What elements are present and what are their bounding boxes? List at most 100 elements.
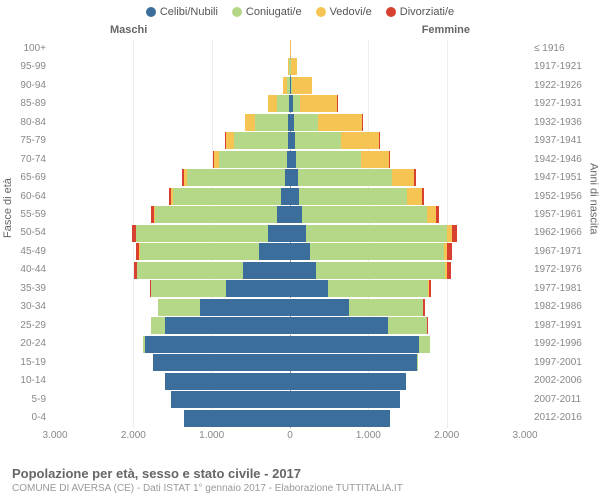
male-half [55, 373, 290, 390]
segment [452, 225, 457, 242]
male-half [55, 77, 290, 94]
segment [379, 132, 380, 149]
female-half [290, 317, 525, 334]
y-tick-birth: 1917-1921 [530, 62, 600, 72]
segment [268, 225, 290, 242]
y-axis-right: ≤ 19161917-19211922-19261927-19311932-19… [530, 40, 600, 428]
y-tick-age: 50-54 [0, 228, 50, 238]
x-tick: 1.000 [356, 430, 381, 441]
pyramid-row [55, 151, 525, 168]
male-half [55, 354, 290, 371]
male-half [55, 95, 290, 112]
segment [165, 317, 290, 334]
male-half [55, 243, 290, 260]
segment [316, 262, 445, 279]
y-tick-age: 65-69 [0, 173, 50, 183]
segment [291, 58, 297, 75]
segment [427, 317, 428, 334]
header-female: Femmine [422, 24, 470, 36]
male-half [55, 225, 290, 242]
pyramid-row [55, 225, 525, 242]
segment [281, 188, 290, 205]
footer-subtitle: COMUNE DI AVERSA (CE) - Dati ISTAT 1° ge… [12, 483, 588, 494]
pyramid-row [55, 280, 525, 297]
legend-label: Coniugati/e [246, 6, 302, 18]
segment [140, 243, 259, 260]
female-half [290, 373, 525, 390]
y-tick-age: 0-4 [0, 413, 50, 423]
segment [290, 410, 390, 427]
legend-item: Celibi/Nubili [146, 6, 218, 18]
female-half [290, 391, 525, 408]
legend-swatch [316, 7, 326, 17]
segment [245, 114, 254, 131]
pyramid-row [55, 206, 525, 223]
y-tick-age: 5-9 [0, 395, 50, 405]
segment [306, 225, 447, 242]
segment [145, 336, 290, 353]
footer: Popolazione per età, sesso e stato civil… [12, 466, 588, 494]
segment [318, 114, 362, 131]
y-tick-age: 25-29 [0, 321, 50, 331]
y-tick-birth: ≤ 1916 [530, 44, 600, 54]
female-half [290, 77, 525, 94]
y-tick-age: 15-19 [0, 358, 50, 368]
legend-item: Divorziati/e [386, 6, 454, 18]
y-tick-age: 45-49 [0, 247, 50, 257]
y-tick-birth: 1922-1926 [530, 81, 600, 91]
female-half [290, 114, 525, 131]
segment [158, 299, 200, 316]
female-half [290, 95, 525, 112]
y-tick-birth: 2002-2006 [530, 376, 600, 386]
pyramid-row [55, 354, 525, 371]
y-tick-age: 10-14 [0, 376, 50, 386]
segment [151, 317, 164, 334]
x-tick: 3.000 [512, 430, 537, 441]
male-half [55, 188, 290, 205]
segment [151, 280, 225, 297]
female-half [290, 40, 525, 57]
male-half [55, 169, 290, 186]
male-half [55, 114, 290, 131]
segment [299, 188, 407, 205]
pyramid-row [55, 243, 525, 260]
segment [290, 262, 316, 279]
legend-item: Vedovi/e [316, 6, 372, 18]
segment [234, 132, 288, 149]
pyramid-row [55, 58, 525, 75]
legend-swatch [146, 7, 156, 17]
female-half [290, 151, 525, 168]
legend-item: Coniugati/e [232, 6, 302, 18]
pyramid-row [55, 77, 525, 94]
y-tick-age: 75-79 [0, 136, 50, 146]
segment [295, 132, 340, 149]
male-half [55, 391, 290, 408]
segment [219, 151, 287, 168]
y-tick-birth: 1992-1996 [530, 339, 600, 349]
segment [349, 299, 423, 316]
segment [310, 243, 445, 260]
y-tick-age: 70-74 [0, 155, 50, 165]
pyramid-row [55, 114, 525, 131]
segment [436, 206, 440, 223]
segment [296, 151, 361, 168]
segment [429, 280, 432, 297]
female-half [290, 132, 525, 149]
segment [290, 336, 419, 353]
pyramid-row [55, 317, 525, 334]
y-tick-age: 35-39 [0, 284, 50, 294]
y-tick-birth: 1997-2001 [530, 358, 600, 368]
pyramid-row [55, 169, 525, 186]
segment [292, 77, 312, 94]
y-tick-birth: 1957-1961 [530, 210, 600, 220]
y-tick-birth: 1962-1966 [530, 228, 600, 238]
segment [290, 243, 310, 260]
segment [417, 354, 418, 371]
segment [137, 262, 243, 279]
male-half [55, 299, 290, 316]
female-half [290, 206, 525, 223]
y-tick-birth: 1982-1986 [530, 302, 600, 312]
segment [290, 373, 406, 390]
legend-swatch [386, 7, 396, 17]
male-half [55, 151, 290, 168]
